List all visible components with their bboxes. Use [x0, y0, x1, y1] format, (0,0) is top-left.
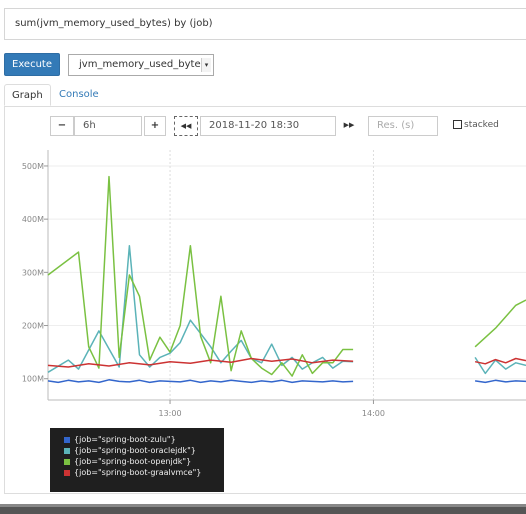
tab-graph[interactable]: Graph	[4, 84, 51, 106]
y-tick-label: 100M	[22, 375, 44, 384]
legend-label: {job="spring-boot-openjdk"}	[74, 457, 192, 466]
chart-legend: {job="spring-boot-zulu"} {job="spring-bo…	[50, 428, 224, 492]
chart-lines	[47, 175, 526, 384]
graph-panel	[4, 106, 526, 494]
series-line	[47, 244, 354, 373]
series-line-right	[474, 357, 526, 365]
series-line-right	[474, 356, 526, 375]
metric-select[interactable]: jvm_memory_used_byte ▾	[68, 54, 214, 76]
stacked-label: stacked	[464, 120, 499, 130]
legend-swatch-icon	[64, 436, 70, 443]
x-tick-label: 14:00	[362, 409, 385, 418]
legend-item: {job="spring-boot-graalvmce"}	[64, 467, 218, 478]
y-tick-label: 200M	[22, 322, 44, 331]
legend-item: {job="spring-boot-zulu"}	[64, 434, 218, 445]
bottom-bar-highlight	[0, 504, 526, 507]
time-forward-button[interactable]: ▶▶	[338, 116, 360, 136]
legend-item: {job="spring-boot-oraclejdk"}	[64, 445, 218, 456]
stacked-toggle[interactable]: stacked	[453, 120, 499, 130]
series-line-right	[474, 379, 526, 384]
range-increase-button[interactable]: +	[144, 116, 166, 136]
series-line	[47, 379, 354, 384]
chart-axis: 100M 200M 300M 400M 500M 13:00 14:00	[22, 150, 526, 418]
range-input[interactable]: 6h	[74, 116, 142, 136]
y-tick-label: 300M	[22, 268, 44, 277]
series-line	[47, 175, 354, 377]
series-line-right	[474, 299, 526, 348]
select-arrow-icon: ▾	[201, 58, 211, 72]
y-tick-label: 400M	[22, 215, 44, 224]
graph-chart: 100M 200M 300M 400M 500M 13:00 14:00	[22, 150, 526, 418]
execute-button[interactable]: Execute	[4, 53, 60, 76]
legend-label: {job="spring-boot-zulu"}	[74, 435, 176, 444]
range-decrease-button[interactable]: −	[50, 116, 74, 136]
legend-swatch-icon	[64, 447, 70, 454]
metric-select-value: jvm_memory_used_byte	[79, 59, 201, 70]
time-back-button[interactable]: ◀◀	[174, 116, 198, 136]
series-line	[47, 357, 354, 368]
tab-console[interactable]: Console	[59, 89, 99, 100]
end-time-input[interactable]: 2018-11-20 18:30	[200, 116, 336, 136]
resolution-input[interactable]: Res. (s)	[368, 116, 438, 136]
legend-item: {job="spring-boot-openjdk"}	[64, 456, 218, 467]
checkbox-icon	[453, 120, 462, 129]
query-input[interactable]: sum(jvm_memory_used_bytes) by (job)	[4, 8, 526, 40]
legend-swatch-icon	[64, 469, 70, 476]
y-tick-label: 500M	[22, 162, 44, 171]
legend-label: {job="spring-boot-graalvmce"}	[74, 468, 202, 477]
x-tick-label: 13:00	[159, 409, 182, 418]
legend-swatch-icon	[64, 458, 70, 465]
bottom-bar	[0, 504, 526, 514]
tab-bar: Graph Console	[4, 84, 526, 107]
legend-label: {job="spring-boot-oraclejdk"}	[74, 446, 196, 455]
